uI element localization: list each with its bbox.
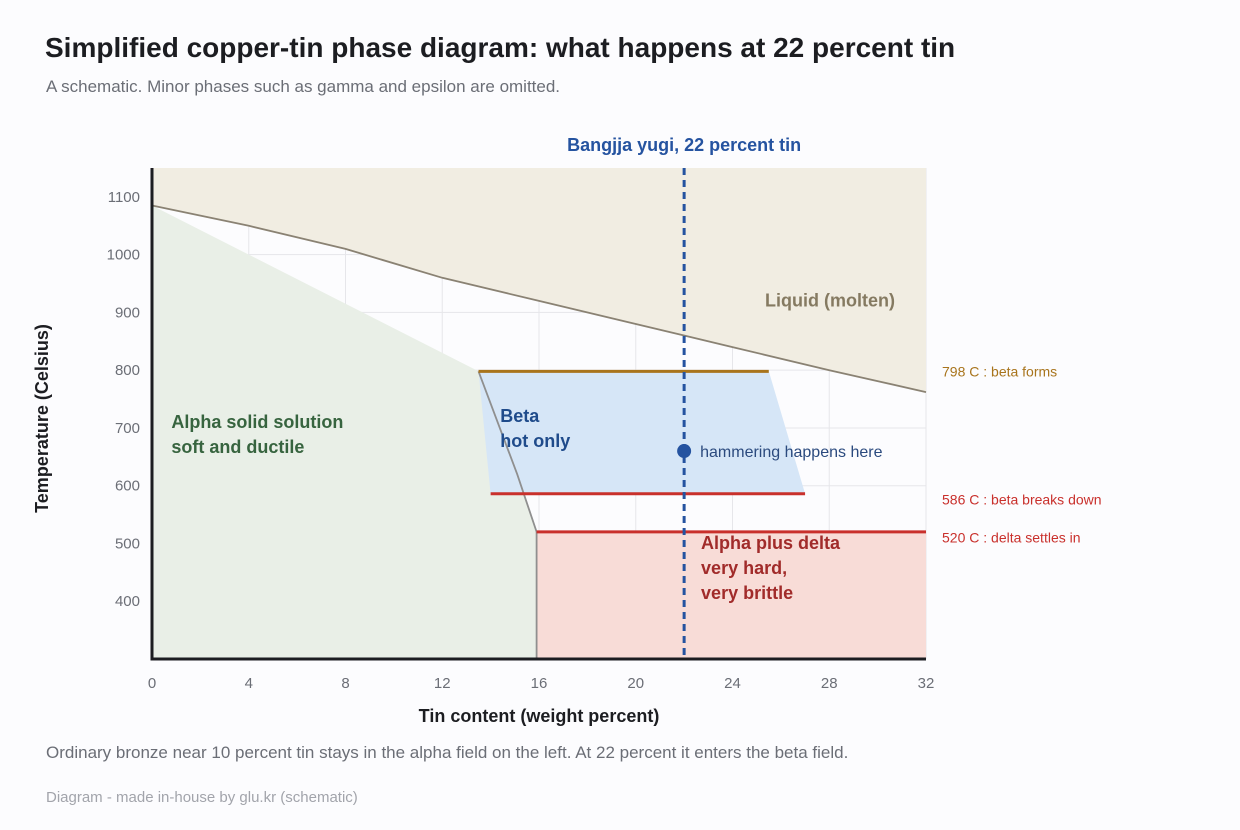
y-tick-label: 800 xyxy=(115,362,140,379)
region-label-3: Alpha plus delta very hard, very brittle xyxy=(701,533,841,603)
region-label-line: very brittle xyxy=(701,583,793,603)
region-label-line: very hard, xyxy=(701,558,787,578)
x-tick-label: 32 xyxy=(918,675,935,692)
y-tick-label: 400 xyxy=(115,593,140,610)
region-label-line: Alpha solid solution xyxy=(171,412,343,432)
region-label-2: Beta hot only xyxy=(500,406,570,451)
x-tick-label: 8 xyxy=(341,675,349,692)
region-label-0: Liquid (molten) xyxy=(765,291,895,311)
isotherm-label-2: 520 C : delta settles in xyxy=(942,530,1081,546)
x-tick-label: 28 xyxy=(821,675,838,692)
boundary-layer xyxy=(151,204,927,659)
phase-boundary-0 xyxy=(151,204,927,393)
x-tick-label: 4 xyxy=(245,675,253,692)
marker-layer xyxy=(677,168,692,659)
x-tick-label: 12 xyxy=(434,675,451,692)
y-axis-title: Temperature (Celsius) xyxy=(32,324,52,513)
y-tick-label: 900 xyxy=(115,304,140,321)
y-tick-label: 600 xyxy=(115,478,140,495)
phase-region-0 xyxy=(152,168,926,393)
hammering-point-label: hammering happens here xyxy=(700,444,882,461)
y-tick-label: 500 xyxy=(115,535,140,552)
region-layer xyxy=(152,168,926,659)
phase-region-3 xyxy=(536,531,926,659)
y-tick-label: 700 xyxy=(115,420,140,437)
composition-marker-label: Bangjja yugi, 22 percent tin xyxy=(567,135,801,155)
region-label-line: Alpha plus delta xyxy=(701,533,841,553)
isotherm-layer xyxy=(478,369,926,534)
x-axis-title: Tin content (weight percent) xyxy=(419,706,660,726)
y-tick-label: 1000 xyxy=(107,247,140,264)
phase-region-2 xyxy=(478,371,806,494)
x-tick-label: 0 xyxy=(148,675,156,692)
region-label-1: Alpha solid solution soft and ductile xyxy=(171,412,343,457)
region-label-line: hot only xyxy=(500,431,570,451)
region-label-line: Beta xyxy=(500,406,540,426)
region-label-line: Liquid (molten) xyxy=(765,291,895,311)
label-layer: 798 C : beta forms 586 C : beta breaks do… xyxy=(171,135,1101,603)
x-tick-label: 20 xyxy=(627,675,644,692)
phase-region-1 xyxy=(152,205,537,659)
chart-title: Simplified copper-tin phase diagram: wha… xyxy=(45,32,956,63)
x-tick-label: 24 xyxy=(724,675,741,692)
source-credit: Diagram - made in-house by glu.kr (schem… xyxy=(46,789,358,806)
isotherm-label-1: 586 C : beta breaks down xyxy=(942,492,1102,508)
footnote: Ordinary bronze near 10 percent tin stay… xyxy=(46,743,849,762)
region-label-line: soft and ductile xyxy=(171,437,304,457)
chart-subtitle: A schematic. Minor phases such as gamma … xyxy=(46,77,561,96)
y-tick-label: 1100 xyxy=(108,189,140,206)
hammering-point xyxy=(677,444,692,459)
isotherm-label-0: 798 C : beta forms xyxy=(942,363,1057,379)
axes-layer: 0 4 8 12 16 20 24 28 32 400 500 600 700 800 900 1000 110… xyxy=(32,168,934,726)
x-tick-label: 16 xyxy=(531,675,548,692)
phase-boundary-1 xyxy=(477,370,538,659)
